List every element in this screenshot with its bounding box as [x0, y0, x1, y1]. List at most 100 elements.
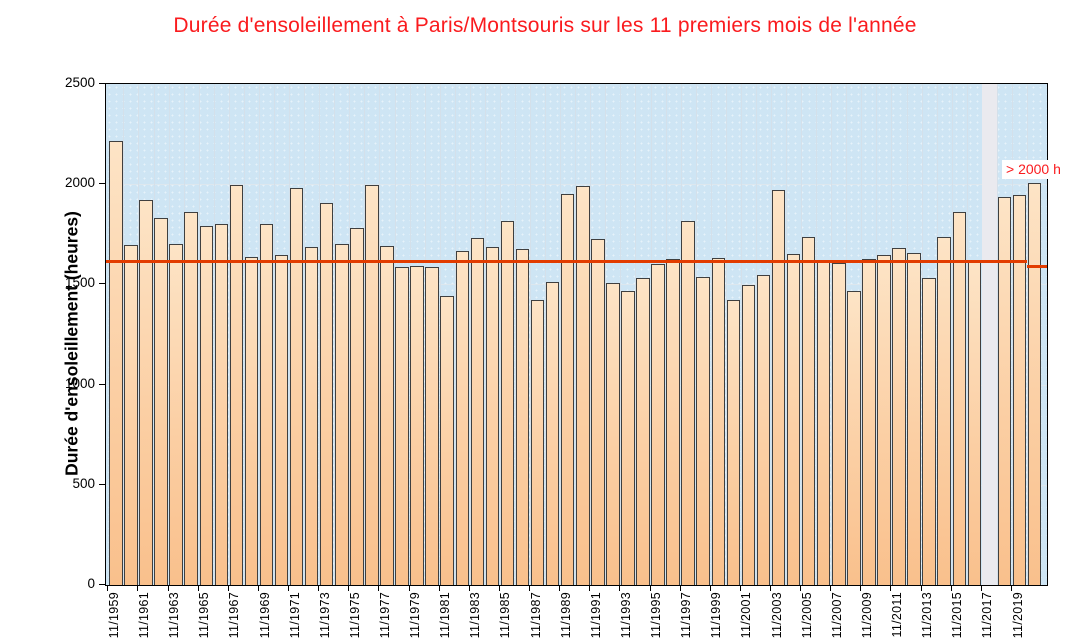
x-tick-label-2003: 11/2003 [769, 592, 784, 639]
x-tick-label-2019: 11/2019 [1010, 592, 1025, 639]
bar-1998 [696, 277, 710, 585]
v-gridline [906, 84, 908, 585]
v-gridline [635, 84, 637, 585]
y-tick-label-2000: 2000 [64, 175, 95, 191]
x-tick-mark [498, 586, 500, 591]
bar-1960 [124, 245, 138, 585]
x-tick-mark [890, 586, 892, 591]
x-tick-label-2017: 11/2017 [980, 592, 995, 639]
v-gridline [123, 84, 125, 585]
v-gridline [334, 84, 336, 585]
x-tick-label-1999: 11/1999 [709, 592, 724, 639]
x-tick-mark [468, 586, 470, 591]
bar-2019 [1012, 194, 1027, 585]
x-tick-mark [408, 586, 410, 591]
bar-2014 [937, 236, 951, 585]
bar-2009 [862, 258, 876, 585]
y-tick-mark [99, 584, 105, 585]
v-gridline [650, 84, 652, 585]
y-tick-label-500: 500 [72, 475, 95, 491]
bar-1978 [395, 267, 409, 585]
bar-1970 [274, 255, 289, 585]
bar-2015 [952, 212, 966, 585]
v-gridline [364, 84, 366, 585]
x-tick-label-1997: 11/1997 [679, 592, 694, 639]
bar-1968 [244, 257, 259, 585]
x-tick-label-2009: 11/2009 [859, 592, 874, 639]
bar-1969 [259, 224, 274, 585]
bar-2013 [922, 278, 936, 585]
x-tick-mark [137, 586, 139, 591]
x-tick-mark [619, 586, 621, 591]
bar-1994 [636, 278, 650, 585]
v-gridline [740, 84, 742, 585]
x-tick-mark [197, 586, 199, 591]
bar-1992 [606, 283, 620, 585]
x-tick-label-1959: 11/1959 [106, 592, 121, 639]
bar-1990 [576, 186, 590, 585]
v-gridline [560, 84, 562, 585]
v-gridline [289, 84, 291, 585]
x-tick-mark [348, 586, 350, 591]
v-gridline [831, 84, 833, 585]
x-tick-mark [709, 586, 711, 591]
v-gridline [349, 84, 351, 585]
x-tick-label-1983: 11/1983 [468, 592, 483, 639]
bar-2010 [877, 255, 891, 585]
bar-1967 [229, 184, 244, 585]
v-gridline [755, 84, 757, 585]
v-gridline [921, 84, 923, 585]
x-tick-label-1965: 11/1965 [197, 592, 212, 639]
v-gridline [936, 84, 938, 585]
bar-1985 [500, 220, 515, 585]
x-tick-label-1981: 11/1981 [438, 592, 453, 639]
bar-2003 [771, 190, 786, 585]
x-tick-mark [950, 586, 952, 591]
v-gridline [424, 84, 426, 585]
bar-1982 [455, 250, 470, 585]
v-gridline [786, 84, 788, 585]
bar-2005 [801, 236, 816, 585]
bar-2016 [967, 262, 982, 585]
x-tick-mark [318, 586, 320, 591]
v-gridline [213, 84, 215, 585]
x-tick-mark [257, 586, 259, 591]
x-tick-label-1967: 11/1967 [227, 592, 242, 639]
v-gridline [484, 84, 486, 585]
bar-1974 [335, 244, 349, 585]
x-tick-mark [559, 586, 561, 591]
plot-area [105, 83, 1048, 586]
v-gridline [996, 84, 998, 585]
bar-1997 [681, 220, 695, 585]
bar-1991 [591, 238, 605, 585]
v-gridline [469, 84, 471, 585]
bar-1961 [139, 200, 153, 585]
x-tick-mark [649, 586, 651, 591]
missing-band-2017 [981, 84, 997, 585]
v-gridline [138, 84, 140, 585]
y-tick-label-2500: 2500 [64, 75, 95, 90]
bar-1966 [214, 224, 229, 585]
bar-1962 [154, 218, 168, 585]
v-gridline [439, 84, 441, 585]
bar-1965 [199, 226, 213, 585]
v-gridline [725, 84, 727, 585]
v-gridline [545, 84, 547, 585]
y-tick-label-1500: 1500 [64, 275, 95, 291]
bar-2018 [997, 197, 1012, 585]
bar-2011 [892, 247, 906, 585]
bar-2012 [907, 253, 921, 585]
v-gridline [1011, 84, 1013, 585]
bar-1996 [666, 258, 680, 585]
bar-1972 [304, 247, 319, 585]
v-gridline [966, 84, 968, 585]
bar-1987 [530, 299, 545, 585]
bar-1975 [350, 228, 364, 585]
v-gridline [454, 84, 456, 585]
v-gridline [258, 84, 260, 585]
bar-1964 [184, 212, 198, 585]
v-gridline [665, 84, 667, 585]
y-axis-title: Durée d'ensoleillement (heures) [61, 211, 82, 476]
bar-1995 [651, 263, 665, 585]
